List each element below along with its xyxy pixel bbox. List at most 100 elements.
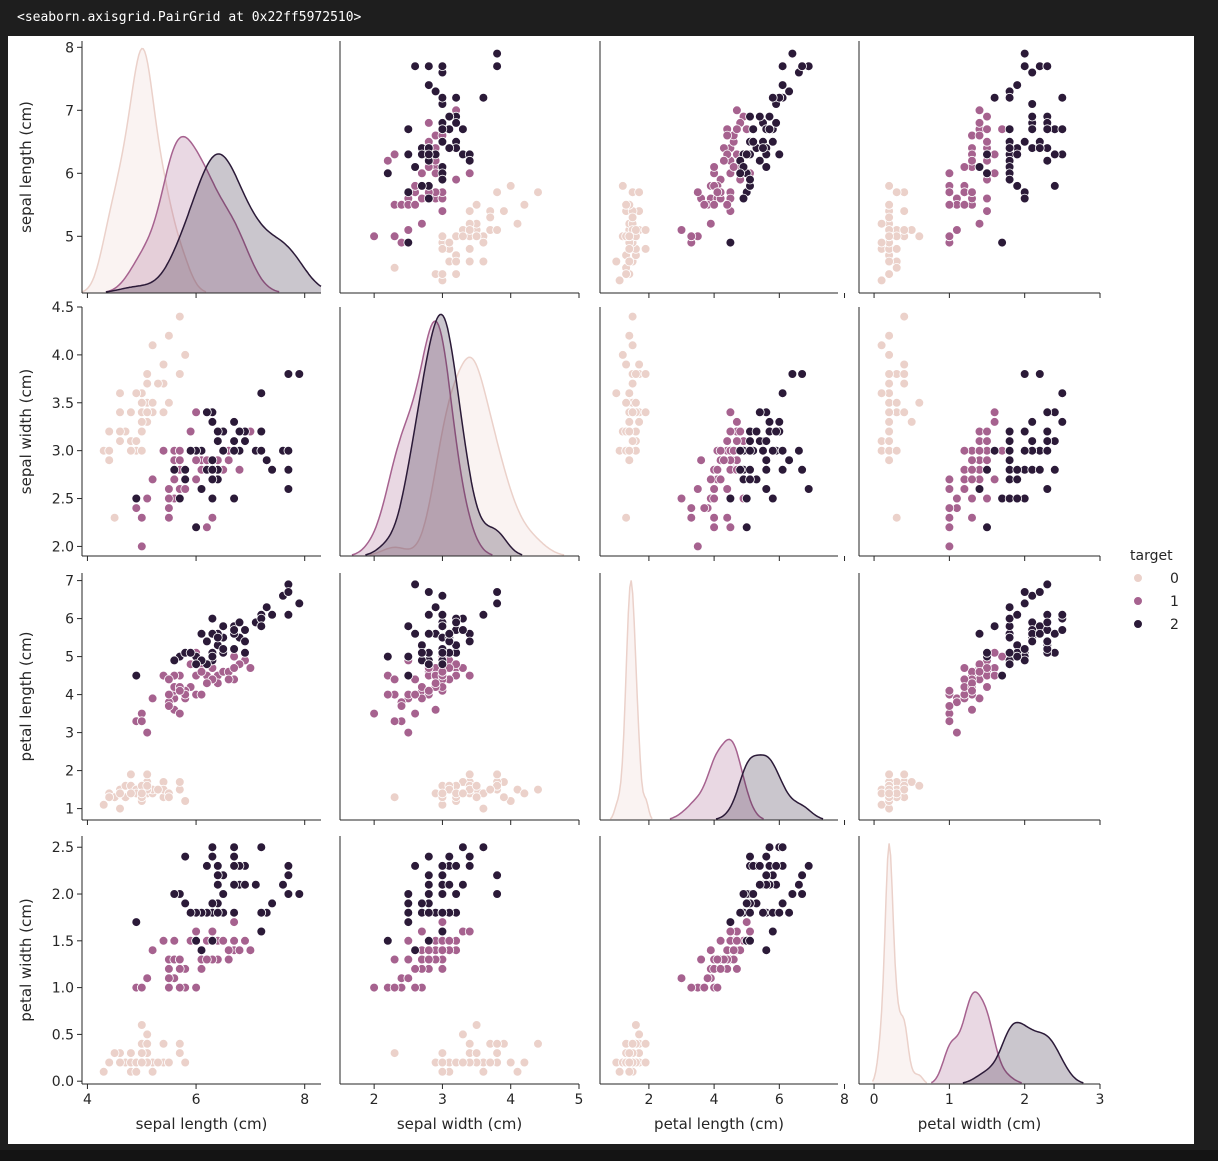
scatter-point-target-0 (115, 1057, 125, 1068)
scatter-point-target-2 (403, 237, 414, 248)
scatter-point-target-2 (754, 155, 765, 166)
scatter-point-target-0 (164, 397, 174, 408)
scatter-point-target-1 (202, 678, 212, 688)
scatter-point-target-2 (403, 907, 414, 918)
scatter-point-target-1 (719, 455, 729, 466)
scatter-point-target-0 (914, 780, 925, 791)
scatter-point-target-2 (1035, 628, 1045, 639)
scatter-point-target-1 (725, 407, 736, 418)
scatter-point-target-2 (982, 168, 992, 179)
scatter-point-target-0 (519, 1057, 530, 1068)
scatter-point-target-2 (974, 162, 985, 172)
scatter-point-target-1 (967, 187, 977, 198)
scatter-point-target-1 (229, 917, 239, 927)
scatter-point-target-2 (1004, 613, 1015, 624)
y-tick-label: 7 (65, 103, 74, 119)
scatter-point-target-2 (1050, 628, 1060, 639)
scatter-point-target-0 (158, 407, 169, 418)
output-repr-text: <seaborn.axisgrid.PairGrid at 0x22ff5972… (17, 10, 362, 25)
scatter-point-target-1 (245, 945, 256, 955)
scatter-point-target-2 (745, 907, 755, 918)
scatter-point-target-0 (131, 436, 142, 446)
scatter-point-target-0 (437, 244, 448, 254)
scatter-point-target-2 (761, 851, 772, 862)
scatter-point-target-2 (229, 842, 239, 852)
scatter-point-target-1 (712, 982, 723, 993)
scatter-point-target-0 (624, 256, 635, 267)
scatter-point-target-2 (1012, 181, 1022, 191)
scatter-point-target-1 (982, 663, 992, 673)
scatter-point-target-1 (989, 474, 1000, 485)
scatter-point-target-2 (989, 445, 1000, 456)
scatter-point-target-2 (725, 237, 736, 248)
scatter-point-target-2 (1019, 48, 1030, 59)
scatter-point-target-2 (464, 851, 475, 862)
scatter-point-target-2 (1057, 625, 1068, 635)
scatter-point-target-1 (967, 474, 977, 485)
scatter-point-target-2 (437, 889, 448, 899)
scatter-point-target-2 (492, 598, 502, 609)
scatter-point-target-2 (1004, 602, 1015, 612)
kde-line-target-1 (669, 738, 764, 820)
scatter-point-target-2 (382, 168, 393, 179)
scatter-point-target-2 (218, 644, 229, 654)
scatter-point-target-2 (403, 889, 414, 899)
scatter-point-target-2 (745, 436, 755, 446)
scatter-point-target-2 (437, 137, 448, 147)
scatter-point-target-0 (142, 407, 153, 418)
scatter-point-target-0 (464, 1038, 475, 1049)
scatter-point-target-2 (1012, 609, 1022, 620)
scatter-point-target-2 (794, 879, 804, 890)
scatter-point-target-2 (1042, 445, 1053, 456)
scatter-point-target-1 (185, 426, 196, 437)
scatter-point-target-2 (207, 898, 218, 909)
scatter-point-target-2 (403, 187, 414, 198)
scatter-point-target-0 (485, 784, 496, 795)
scatter-point-target-2 (218, 889, 229, 899)
scatter-point-target-2 (283, 861, 294, 871)
scatter-point-target-2 (777, 80, 788, 90)
scatter-point-target-2 (410, 579, 420, 590)
scatter-point-target-0 (492, 225, 502, 235)
scatter-point-target-0 (478, 256, 489, 267)
y-tick-label: 1.0 (52, 981, 74, 997)
scatter-point-target-2 (1004, 445, 1015, 456)
scatter-point-target-1 (175, 708, 185, 719)
scatter-point-target-1 (728, 162, 739, 172)
y-tick-label: 1.5 (52, 934, 74, 950)
scatter-point-target-2 (256, 907, 267, 918)
scatter-point-target-2 (774, 417, 785, 427)
scatter-point-target-2 (423, 149, 434, 160)
y-tick-label: 5 (65, 650, 74, 666)
scatter-point-target-0 (914, 397, 925, 408)
scatter-point-target-0 (142, 769, 153, 780)
scatter-point-target-0 (634, 187, 644, 198)
scatter-point-target-2 (982, 522, 992, 533)
scatter-point-target-0 (153, 1057, 163, 1068)
scatter-point-target-0 (631, 1020, 641, 1030)
scatter-point-target-2 (767, 137, 778, 147)
scatter-point-target-2 (256, 926, 267, 937)
scatter-point-target-1 (191, 474, 201, 485)
scatter-point-target-2 (1027, 590, 1037, 601)
scatter-point-target-2 (229, 861, 239, 871)
scatter-point-target-0 (624, 330, 635, 341)
y-tick-label: 0.0 (52, 1074, 74, 1090)
scatter-point-target-1 (410, 982, 420, 993)
scatter-point-target-1 (175, 982, 185, 993)
scatter-point-target-2 (229, 907, 239, 918)
scatter-point-target-1 (944, 187, 955, 198)
scatter-point-target-2 (218, 621, 229, 631)
scatter-point-target-0 (899, 369, 909, 379)
scatter-point-target-2 (451, 861, 461, 871)
x-tick-label: 2 (370, 1092, 379, 1108)
scatter-point-target-2 (1042, 436, 1053, 446)
scatter-point-target-1 (191, 982, 201, 993)
scatter-point-target-2 (451, 92, 461, 103)
scatter-point-target-0 (505, 181, 516, 191)
scatter-point-target-2 (451, 889, 461, 899)
scatter-point-target-0 (611, 388, 622, 399)
scatter-point-target-1 (369, 708, 379, 719)
scatter-point-target-1 (676, 973, 687, 983)
scatter-point-target-2 (283, 587, 294, 597)
